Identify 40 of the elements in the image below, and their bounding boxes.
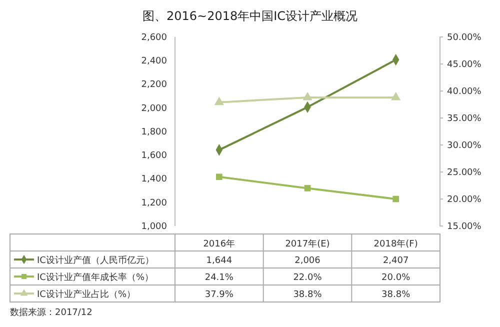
y-tick-label: 2,400 xyxy=(141,56,168,67)
data-label: 38.8% xyxy=(293,290,322,300)
y2-tick-label: 15.00% xyxy=(447,222,482,232)
x-tick-label: 2017年(E) xyxy=(285,238,330,250)
point xyxy=(392,196,399,202)
data-label: 2,006 xyxy=(294,256,321,266)
y-tick-label: 1,600 xyxy=(141,151,168,162)
data-label: 37.9% xyxy=(204,290,234,300)
y-tick-label: 2,200 xyxy=(141,80,168,90)
y2-tick-label: 50.00% xyxy=(447,32,482,43)
y-tick-label: 1,200 xyxy=(141,198,168,208)
legend-label: IC设计业产值年成长率（%） xyxy=(37,272,154,283)
source-note: 数据来源：2017/12 xyxy=(10,307,92,318)
y-tick-label: 2,600 xyxy=(141,32,168,43)
data-label: 20.0% xyxy=(382,273,411,283)
data-label: 38.8% xyxy=(382,290,411,300)
point xyxy=(216,174,222,180)
y-tick-label: 2,000 xyxy=(141,104,168,114)
y-tick-label: 1,000 xyxy=(141,222,168,232)
data-label: 24.1% xyxy=(204,273,234,283)
x-tick-label: 2016年 xyxy=(203,238,236,250)
chart-title: 图、2016~2018年中国IC设计产业概况 xyxy=(142,9,358,23)
y2-tick-label: 35.00% xyxy=(447,114,482,124)
y2-tick-label: 25.00% xyxy=(447,168,482,178)
point xyxy=(391,92,401,100)
y2-tick-label: 40.00% xyxy=(447,86,482,97)
y-tick-label: 1,400 xyxy=(141,174,168,185)
y2-tick-label: 20.00% xyxy=(447,194,482,205)
x-tick-label: 2018年(F) xyxy=(374,238,418,250)
point xyxy=(302,92,312,100)
data-label: 1,644 xyxy=(206,256,232,266)
y-tick-label: 1,800 xyxy=(141,127,168,138)
legend-label: IC设计业产值（人民币亿元） xyxy=(37,255,154,266)
data-label: 22.0% xyxy=(293,273,322,283)
point xyxy=(214,96,224,106)
point xyxy=(304,185,311,192)
data-label: 2,407 xyxy=(382,256,409,266)
y2-tick-label: 45.00% xyxy=(447,60,482,70)
legend-label: IC设计业产业占比（%） xyxy=(37,289,136,300)
y2-tick-label: 30.00% xyxy=(447,140,482,151)
